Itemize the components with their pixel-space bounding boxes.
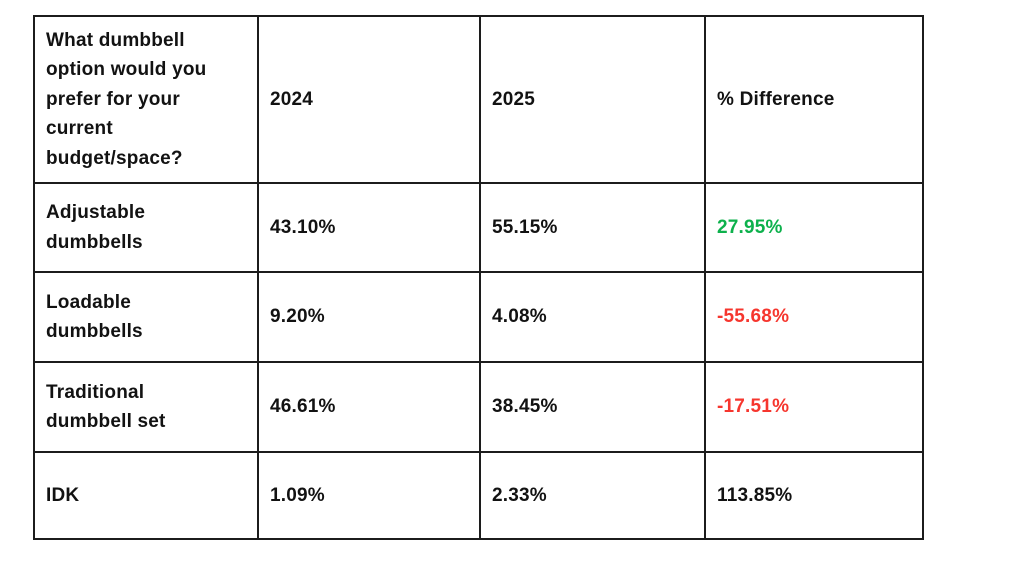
value-difference-cell: -55.68%	[704, 271, 924, 363]
value-difference-cell: 27.95%	[704, 182, 924, 273]
column-header-2025-label: 2025	[492, 88, 536, 110]
value-2024-cell: 9.20%	[257, 271, 481, 363]
value-2025-cell: 55.15%	[479, 182, 706, 273]
table-header-row: What dumbbell option would you prefer fo…	[33, 15, 924, 184]
column-header-difference: % Difference	[704, 15, 924, 184]
value-2024-cell: 46.61%	[257, 361, 481, 453]
row-label-cell: Loadable dumbbells	[33, 271, 259, 363]
question-text: What dumbbell option would you prefer fo…	[46, 29, 207, 169]
value-difference-cell: -17.51%	[704, 361, 924, 453]
value-2025-cell: 4.08%	[479, 271, 706, 363]
value-2025: 38.45%	[492, 396, 558, 417]
row-label: Loadable dumbbells	[46, 291, 143, 342]
row-label: IDK	[46, 484, 80, 506]
value-difference-cell: 113.85%	[704, 451, 924, 540]
value-2024: 9.20%	[270, 306, 325, 327]
value-difference: 113.85%	[717, 484, 793, 506]
value-2024: 1.09%	[270, 484, 325, 506]
question-header-cell: What dumbbell option would you prefer fo…	[33, 15, 259, 184]
value-2024-cell: 1.09%	[257, 451, 481, 540]
value-2025-cell: 2.33%	[479, 451, 706, 540]
column-header-2025: 2025	[479, 15, 706, 184]
value-2025: 4.08%	[492, 306, 547, 327]
dumbbell-survey-table: What dumbbell option would you prefer fo…	[33, 15, 924, 540]
value-difference: -17.51%	[717, 396, 790, 417]
row-label: Traditional dumbbell set	[46, 381, 166, 432]
column-header-2024-label: 2024	[270, 88, 314, 110]
value-2025-cell: 38.45%	[479, 361, 706, 453]
value-difference: 27.95%	[717, 216, 783, 238]
table-row-traditional-dumbbell-set: Traditional dumbbell set 46.61% 38.45% -…	[33, 361, 924, 453]
value-2025: 55.15%	[492, 216, 558, 238]
value-2024-cell: 43.10%	[257, 182, 481, 273]
table-row-idk: IDK 1.09% 2.33% 113.85%	[33, 451, 924, 540]
row-label-cell: Traditional dumbbell set	[33, 361, 259, 453]
value-2024: 46.61%	[270, 396, 336, 417]
value-2025: 2.33%	[492, 484, 547, 506]
column-header-difference-label: % Difference	[717, 88, 835, 110]
column-header-2024: 2024	[257, 15, 481, 184]
value-difference: -55.68%	[717, 306, 790, 327]
row-label-cell: Adjustable dumbbells	[33, 182, 259, 273]
value-2024: 43.10%	[270, 216, 336, 238]
row-label-cell: IDK	[33, 451, 259, 540]
row-label: Adjustable dumbbells	[46, 202, 146, 253]
table-row-adjustable-dumbbells: Adjustable dumbbells 43.10% 55.15% 27.95…	[33, 182, 924, 273]
table-row-loadable-dumbbells: Loadable dumbbells 9.20% 4.08% -55.68%	[33, 271, 924, 363]
